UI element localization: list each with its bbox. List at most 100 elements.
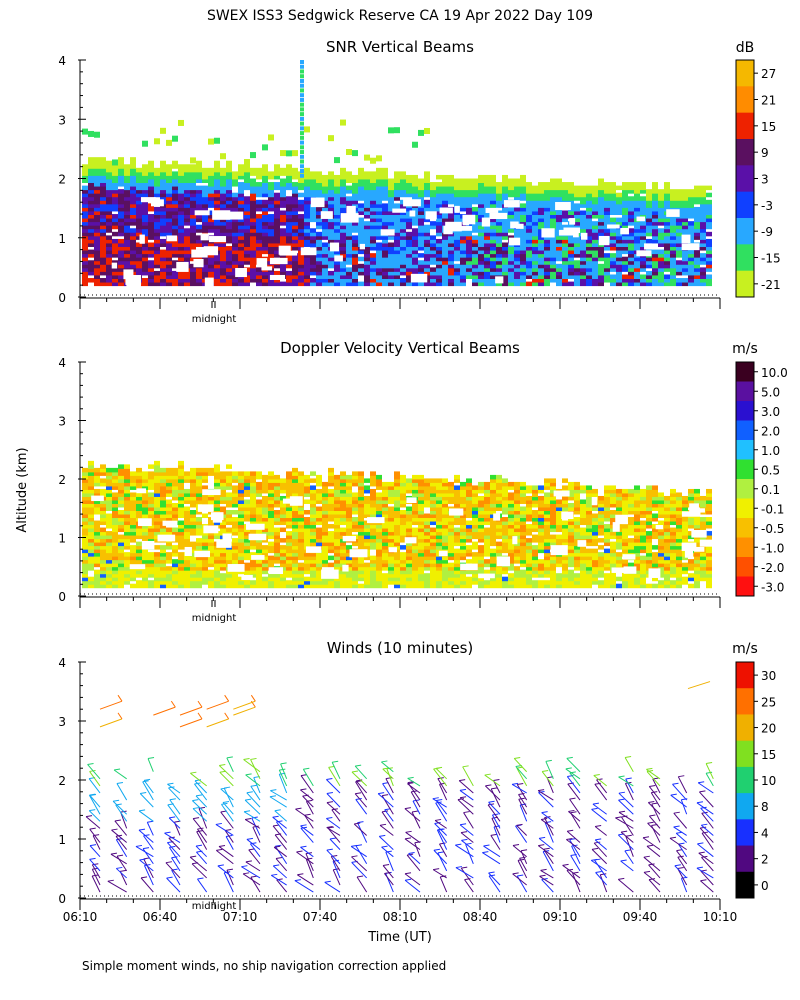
doppler-cell [160,485,166,490]
doppler-cell [346,580,352,585]
snr-cell [526,203,532,208]
doppler-cell [334,492,340,497]
snr-heatmap [82,60,712,288]
snr-cell [418,206,424,212]
snr-cell [502,281,508,287]
snr-cell [214,160,220,166]
doppler-cell [382,559,388,564]
doppler-cell [124,520,130,526]
doppler-cell [136,569,142,575]
snr-cell [418,196,424,201]
snr-cell [700,235,706,240]
doppler-cell [250,499,256,504]
doppler-cell [328,513,334,519]
snr-cell [472,242,478,247]
snr-cell [562,214,568,219]
snr-cell [334,260,340,265]
snr-cell [124,189,130,194]
snr-cell [706,192,712,198]
snr-cell [436,270,442,276]
snr-cell [172,217,178,223]
snr-cell [400,246,406,251]
snr-gap [392,208,407,213]
snr-cell [304,126,310,133]
snr-cell [300,140,304,145]
snr-cell [300,78,304,83]
doppler-cell [130,481,136,487]
snr-cell [124,246,130,251]
snr-cell [598,228,604,233]
snr-cell [268,278,274,283]
snr-cell [300,88,304,93]
doppler-cell [316,562,322,568]
doppler-cell [298,474,304,480]
snr-cell [652,235,658,240]
snr-cell [94,228,100,233]
doppler-cell [400,559,406,564]
snr-cell [328,249,334,255]
doppler-cell [88,460,94,466]
doppler-cell [130,569,136,575]
snr-title: SNR Vertical Beams [326,38,474,56]
doppler-cell [154,566,160,571]
snr-cell [646,206,652,212]
snr-cell [130,260,136,265]
snr-cell [388,270,394,276]
snr-cell [202,206,208,212]
snr-cell [586,246,592,251]
snr-gap [558,229,574,236]
snr-cell [190,217,196,223]
doppler-cell [88,488,94,494]
snr-cell [256,171,262,176]
snr-cell [292,228,298,233]
snr-cell [694,217,700,223]
snr-cell [436,278,442,283]
snr-cell [628,281,634,287]
snr-cell [94,253,100,258]
snr-cell [304,199,310,205]
snr-cell [358,185,364,191]
doppler-cell [106,580,112,585]
doppler-cell [202,545,208,550]
snr-cell [226,160,232,166]
snr-cell [508,246,514,251]
snr-cell [280,192,286,198]
snr-cell [142,246,148,251]
snr-cell [154,270,160,276]
snr-cell [652,185,658,191]
snr-cell [490,235,496,240]
snr-cell [652,221,658,226]
snr-cell [544,185,550,191]
doppler-cell [214,495,220,501]
snr-cell [568,206,574,212]
snr-cell [220,185,226,191]
snr-cell [256,231,262,237]
snr-cell [412,228,418,233]
snr-cell [262,221,268,226]
doppler-cell [178,580,184,585]
snr-cell [550,242,556,247]
doppler-cell [400,583,406,589]
snr-cell [316,260,322,265]
snr-cell [502,210,508,215]
snr-cell [340,270,346,276]
snr-cell [460,192,466,198]
snr-cell [202,167,208,173]
snr-cell [88,178,94,183]
snr-cell [418,189,424,194]
snr-cell [184,231,190,237]
snr-cell [244,228,250,233]
snr-cell [202,171,208,176]
snr-cell [556,192,562,198]
doppler-cell [184,517,190,522]
snr-cell [562,196,568,201]
snr-cell [466,274,472,279]
snr-cell [148,224,154,230]
doppler-cell [166,478,172,483]
snr-cell [436,281,442,287]
doppler-cell [316,495,322,501]
doppler-cell [358,531,364,536]
snr-cell [112,159,118,166]
snr-cell [604,224,610,230]
snr-cell [676,242,682,247]
